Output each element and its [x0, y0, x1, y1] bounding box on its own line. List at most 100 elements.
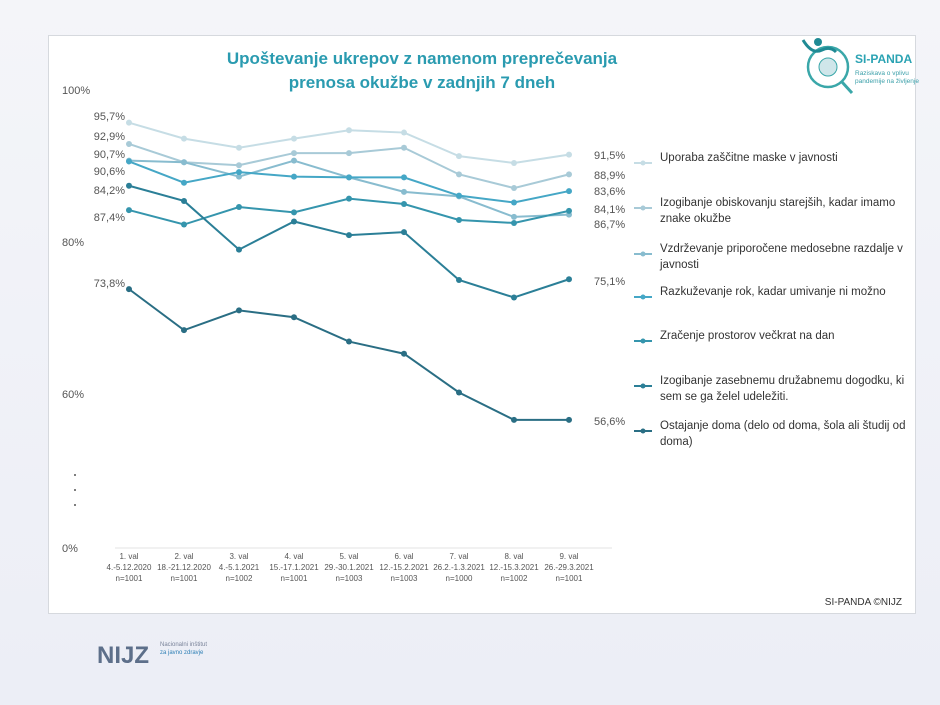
legend-item: Razkuževanje rok, kadar umivanje ni možn… [634, 286, 886, 300]
data-point [401, 229, 407, 236]
data-point [346, 232, 352, 239]
x-tick-label: 4. val 15.-17.1.2021 n=1001 [269, 552, 319, 583]
end-value-label: 75,1% [594, 276, 625, 288]
svg-text:n=1001: n=1001 [556, 574, 583, 583]
data-point [566, 151, 572, 158]
svg-text:26.2.-1.3.2021: 26.2.-1.3.2021 [433, 563, 485, 572]
nijz-logo: NIJZ Nacionalni inštitut za javno zdravj… [97, 642, 207, 669]
svg-text:12.-15.3.2021: 12.-15.3.2021 [489, 563, 539, 572]
credit: SI-PANDA ©NIJZ [825, 597, 902, 608]
end-value-label: 88,9% [594, 170, 625, 182]
legend-marker-dot [640, 205, 646, 211]
data-point [456, 171, 462, 178]
data-point [401, 144, 407, 151]
axis-break-dot [74, 489, 76, 491]
axis-break-dot [74, 504, 76, 506]
y-tick-label: 80% [62, 237, 84, 249]
x-tick-label: 7. val 26.2.-1.3.2021 n=1000 [433, 552, 485, 583]
svg-text:Zračenje prostorov večkrat na: Zračenje prostorov večkrat na dan [660, 330, 835, 342]
end-value-label: 91,5% [594, 150, 625, 162]
svg-text:n=1002: n=1002 [226, 574, 253, 583]
series-5: 84,2% 84,1% [94, 185, 625, 228]
legend-item: Izogibanje zasebnemu družabnemu dogodku,… [634, 375, 904, 403]
data-point [456, 216, 462, 223]
data-point [511, 213, 517, 220]
legend-item: Zračenje prostorov večkrat na dan [634, 330, 835, 344]
legend-item: Izogibanje obiskovanju starejših, kadar … [634, 197, 895, 225]
start-value-label: 95,7% [94, 111, 125, 123]
x-tick-label: 3. val 4.-5.1.2021 n=1002 [219, 552, 260, 583]
data-point [291, 314, 297, 321]
legend-marker-dot [640, 428, 646, 434]
legend-marker-dot [640, 160, 646, 166]
data-point [401, 174, 407, 181]
data-point [181, 221, 187, 228]
data-point [236, 144, 242, 151]
data-point [566, 188, 572, 195]
data-point [291, 173, 297, 180]
data-point [456, 192, 462, 199]
data-point [346, 127, 352, 134]
x-tick-label: 2. val 18.-21.12.2020 n=1001 [157, 552, 211, 583]
svg-text:5. val: 5. val [339, 552, 358, 561]
data-point [401, 188, 407, 195]
data-point [126, 119, 132, 126]
legend-marker-dot [640, 383, 646, 389]
series-line [128, 159, 570, 218]
data-point [456, 389, 462, 396]
data-point [291, 150, 297, 157]
data-point [346, 338, 352, 345]
data-point [511, 416, 517, 423]
data-point [236, 169, 242, 176]
si-panda-logo: SI-PANDA Raziskava o vplivu pandemije na… [801, 38, 919, 95]
svg-text:Raziskava o vplivu: Raziskava o vplivu [855, 70, 909, 77]
svg-text:6. val: 6. val [394, 552, 413, 561]
data-point [236, 307, 242, 314]
y-tick-label: 0% [62, 543, 78, 555]
data-point [126, 286, 132, 293]
svg-text:4.-5.12.2020: 4.-5.12.2020 [107, 563, 152, 572]
data-point [181, 135, 187, 142]
svg-text:15.-17.1.2021: 15.-17.1.2021 [269, 563, 319, 572]
chart-card [48, 35, 916, 614]
svg-text:sem se ga želel udeležiti.: sem se ga želel udeležiti. [660, 391, 788, 403]
start-value-label: 87,4% [94, 212, 125, 224]
data-point [126, 140, 132, 147]
legend-marker-dot [640, 251, 646, 257]
svg-text:2. val: 2. val [174, 552, 193, 561]
data-point [181, 159, 187, 166]
start-value-label: 90,6% [94, 166, 125, 178]
data-point [566, 207, 572, 214]
svg-text:javnosti: javnosti [659, 259, 699, 271]
data-point [236, 246, 242, 253]
data-point [236, 173, 242, 180]
data-point [181, 327, 187, 334]
data-point [181, 197, 187, 204]
svg-text:SI-PANDA: SI-PANDA [855, 52, 912, 66]
legend-item: Vzdrževanje priporočene medosebne razdal… [634, 243, 903, 271]
svg-text:4. val: 4. val [284, 552, 303, 561]
data-point [401, 350, 407, 357]
svg-text:doma): doma) [660, 436, 693, 448]
data-point [346, 150, 352, 157]
svg-text:Ostajanje doma (delo od doma,: Ostajanje doma (delo od doma, šola ali š… [660, 420, 905, 432]
data-point [126, 207, 132, 214]
svg-text:n=1001: n=1001 [281, 574, 308, 583]
data-point [566, 171, 572, 178]
svg-text:NIJZ: NIJZ [97, 642, 149, 669]
start-value-label: 92,9% [94, 131, 125, 143]
data-point [126, 158, 132, 165]
svg-text:n=1003: n=1003 [336, 574, 363, 583]
legend-item: Uporaba zaščitne maske v javnosti [634, 152, 838, 166]
end-value-label: 86,7% [594, 219, 625, 231]
data-point [511, 159, 517, 166]
data-point [291, 209, 297, 216]
end-value-label: 83,6% [594, 186, 625, 198]
start-value-label: 84,2% [94, 185, 125, 197]
data-point [401, 129, 407, 136]
series-7: 73,8% 56,6% [94, 278, 626, 428]
svg-text:18.-21.12.2020: 18.-21.12.2020 [157, 563, 211, 572]
start-value-label: 73,8% [94, 278, 125, 290]
data-point [456, 277, 462, 283]
